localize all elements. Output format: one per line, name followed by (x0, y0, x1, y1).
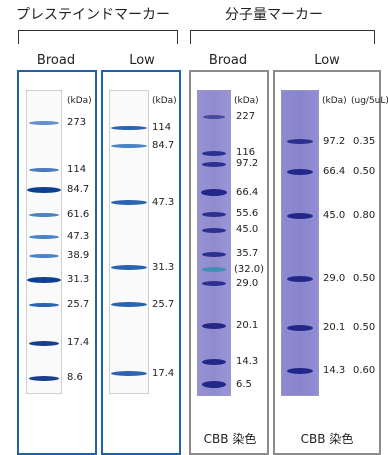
band-label: 47.3 (152, 197, 175, 208)
gel-prestained-low (109, 90, 149, 394)
band-cbb-broad-97-2 (202, 162, 226, 167)
column-label-prestained-broad: Broad (36, 53, 76, 68)
band-prestained-low-114 (111, 126, 147, 130)
band-prestained-broad-38-9 (29, 254, 59, 258)
band-label: 29.0 (323, 273, 346, 284)
band-prestained-broad-273 (29, 121, 59, 125)
band-label: 66.4 (323, 166, 346, 177)
amount-unit-label-cbb-low: (ug/5uL) (351, 96, 388, 106)
band-label: 38.9 (67, 250, 90, 261)
band-cbb-low-66-4 (287, 169, 313, 175)
band-prestained-broad-31-3 (27, 277, 61, 283)
band-label: 25.7 (152, 299, 175, 310)
band-prestained-broad-47-3 (29, 235, 59, 239)
band-prestained-broad-84-7 (27, 187, 61, 193)
band-label: 45.0 (236, 224, 259, 235)
prestained-marker-title: プレステインドマーカー (16, 7, 170, 23)
band-cbb-broad-55-6 (202, 212, 226, 217)
band-label: 17.4 (152, 368, 175, 379)
band-label: 35.7 (236, 248, 259, 259)
band-cbb-broad-45-0 (202, 228, 226, 233)
band-cbb-low-14-3 (287, 368, 313, 374)
band-label: 8.6 (67, 372, 83, 383)
molecular-bracket (190, 30, 375, 44)
band-amount: 0.35 (353, 136, 376, 147)
band-label: 20.1 (323, 322, 346, 333)
band-prestained-low-31-3 (111, 265, 147, 270)
band-amount: 0.80 (353, 210, 376, 221)
band-label: 25.7 (67, 299, 90, 310)
unit-label-prestained-broad: (kDa) (67, 96, 92, 106)
band-label: 116 (236, 147, 256, 158)
band-prestained-low-17-4 (111, 371, 147, 376)
band-label: 47.3 (67, 231, 90, 242)
band-label: 20.1 (236, 320, 259, 331)
band-label: 31.3 (67, 274, 90, 285)
band-label: 114 (67, 164, 87, 175)
band-prestained-low-47-3 (111, 200, 147, 205)
band-label: 227 (236, 111, 256, 122)
band-cbb-low-97-2 (287, 139, 313, 144)
band-prestained-broad-114 (29, 168, 59, 172)
band-prestained-low-84-7 (111, 144, 147, 148)
band-cbb-broad-29-0 (202, 281, 226, 286)
band-cbb-broad-32-0 (202, 267, 226, 272)
band-prestained-broad-61-6 (29, 213, 59, 217)
band-cbb-broad-35-7 (202, 252, 226, 257)
unit-label-cbb-low: (kDa) (322, 96, 347, 106)
column-label-cbb-broad: Broad (208, 53, 248, 68)
molecular-weight-marker-title: 分子量マーカー (225, 7, 323, 23)
band-label: 97.2 (323, 136, 346, 147)
gel-cbb-broad (197, 90, 231, 396)
band-cbb-broad-20-1 (202, 323, 226, 329)
band-label: 17.4 (67, 337, 90, 348)
band-label: 29.0 (236, 278, 259, 289)
gel-cbb-low (281, 90, 319, 396)
band-cbb-low-20-1 (287, 325, 313, 331)
band-cbb-broad-66-4 (201, 189, 227, 196)
band-amount: 0.50 (353, 322, 376, 333)
column-label-prestained-low: Low (129, 53, 155, 68)
band-cbb-broad-14-3 (202, 359, 226, 365)
band-label: 61.6 (67, 209, 90, 220)
band-cbb-low-29-0 (287, 276, 313, 282)
unit-label-cbb-broad: (kDa) (234, 96, 259, 106)
band-label: 84.7 (67, 184, 90, 195)
band-label: 66.4 (236, 187, 259, 198)
band-label: 114 (152, 122, 172, 133)
band-cbb-broad-227 (203, 115, 225, 119)
band-prestained-broad-25-7 (29, 303, 59, 307)
band-prestained-broad-8-6 (29, 376, 59, 381)
band-label: 97.2 (236, 158, 259, 169)
band-label: 84.7 (152, 140, 175, 151)
column-label-cbb-low: Low (314, 53, 340, 68)
band-cbb-broad-6-5 (202, 381, 226, 388)
band-cbb-low-45-0 (287, 213, 313, 219)
band-label: 45.0 (323, 210, 346, 221)
gel-prestained-broad (26, 90, 62, 394)
caption-cbb-low: CBB 染色 (300, 432, 354, 446)
caption-cbb-broad: CBB 染色 (203, 432, 257, 446)
band-amount: 0.50 (353, 166, 376, 177)
prestained-bracket (18, 30, 178, 44)
band-amount: 0.60 (353, 365, 376, 376)
band-prestained-broad-17-4 (29, 341, 59, 346)
unit-label-prestained-low: (kDa) (152, 96, 177, 106)
band-label: 31.3 (152, 262, 175, 273)
band-cbb-broad-116 (202, 151, 226, 156)
band-amount: 0.50 (353, 273, 376, 284)
band-label: 14.3 (236, 356, 259, 367)
band-label: 273 (67, 117, 87, 128)
band-label: 14.3 (323, 365, 346, 376)
band-prestained-low-25-7 (111, 302, 147, 307)
band-label: 6.5 (236, 379, 252, 390)
band-label: (32.0) (234, 264, 265, 275)
band-label: 55.6 (236, 208, 259, 219)
